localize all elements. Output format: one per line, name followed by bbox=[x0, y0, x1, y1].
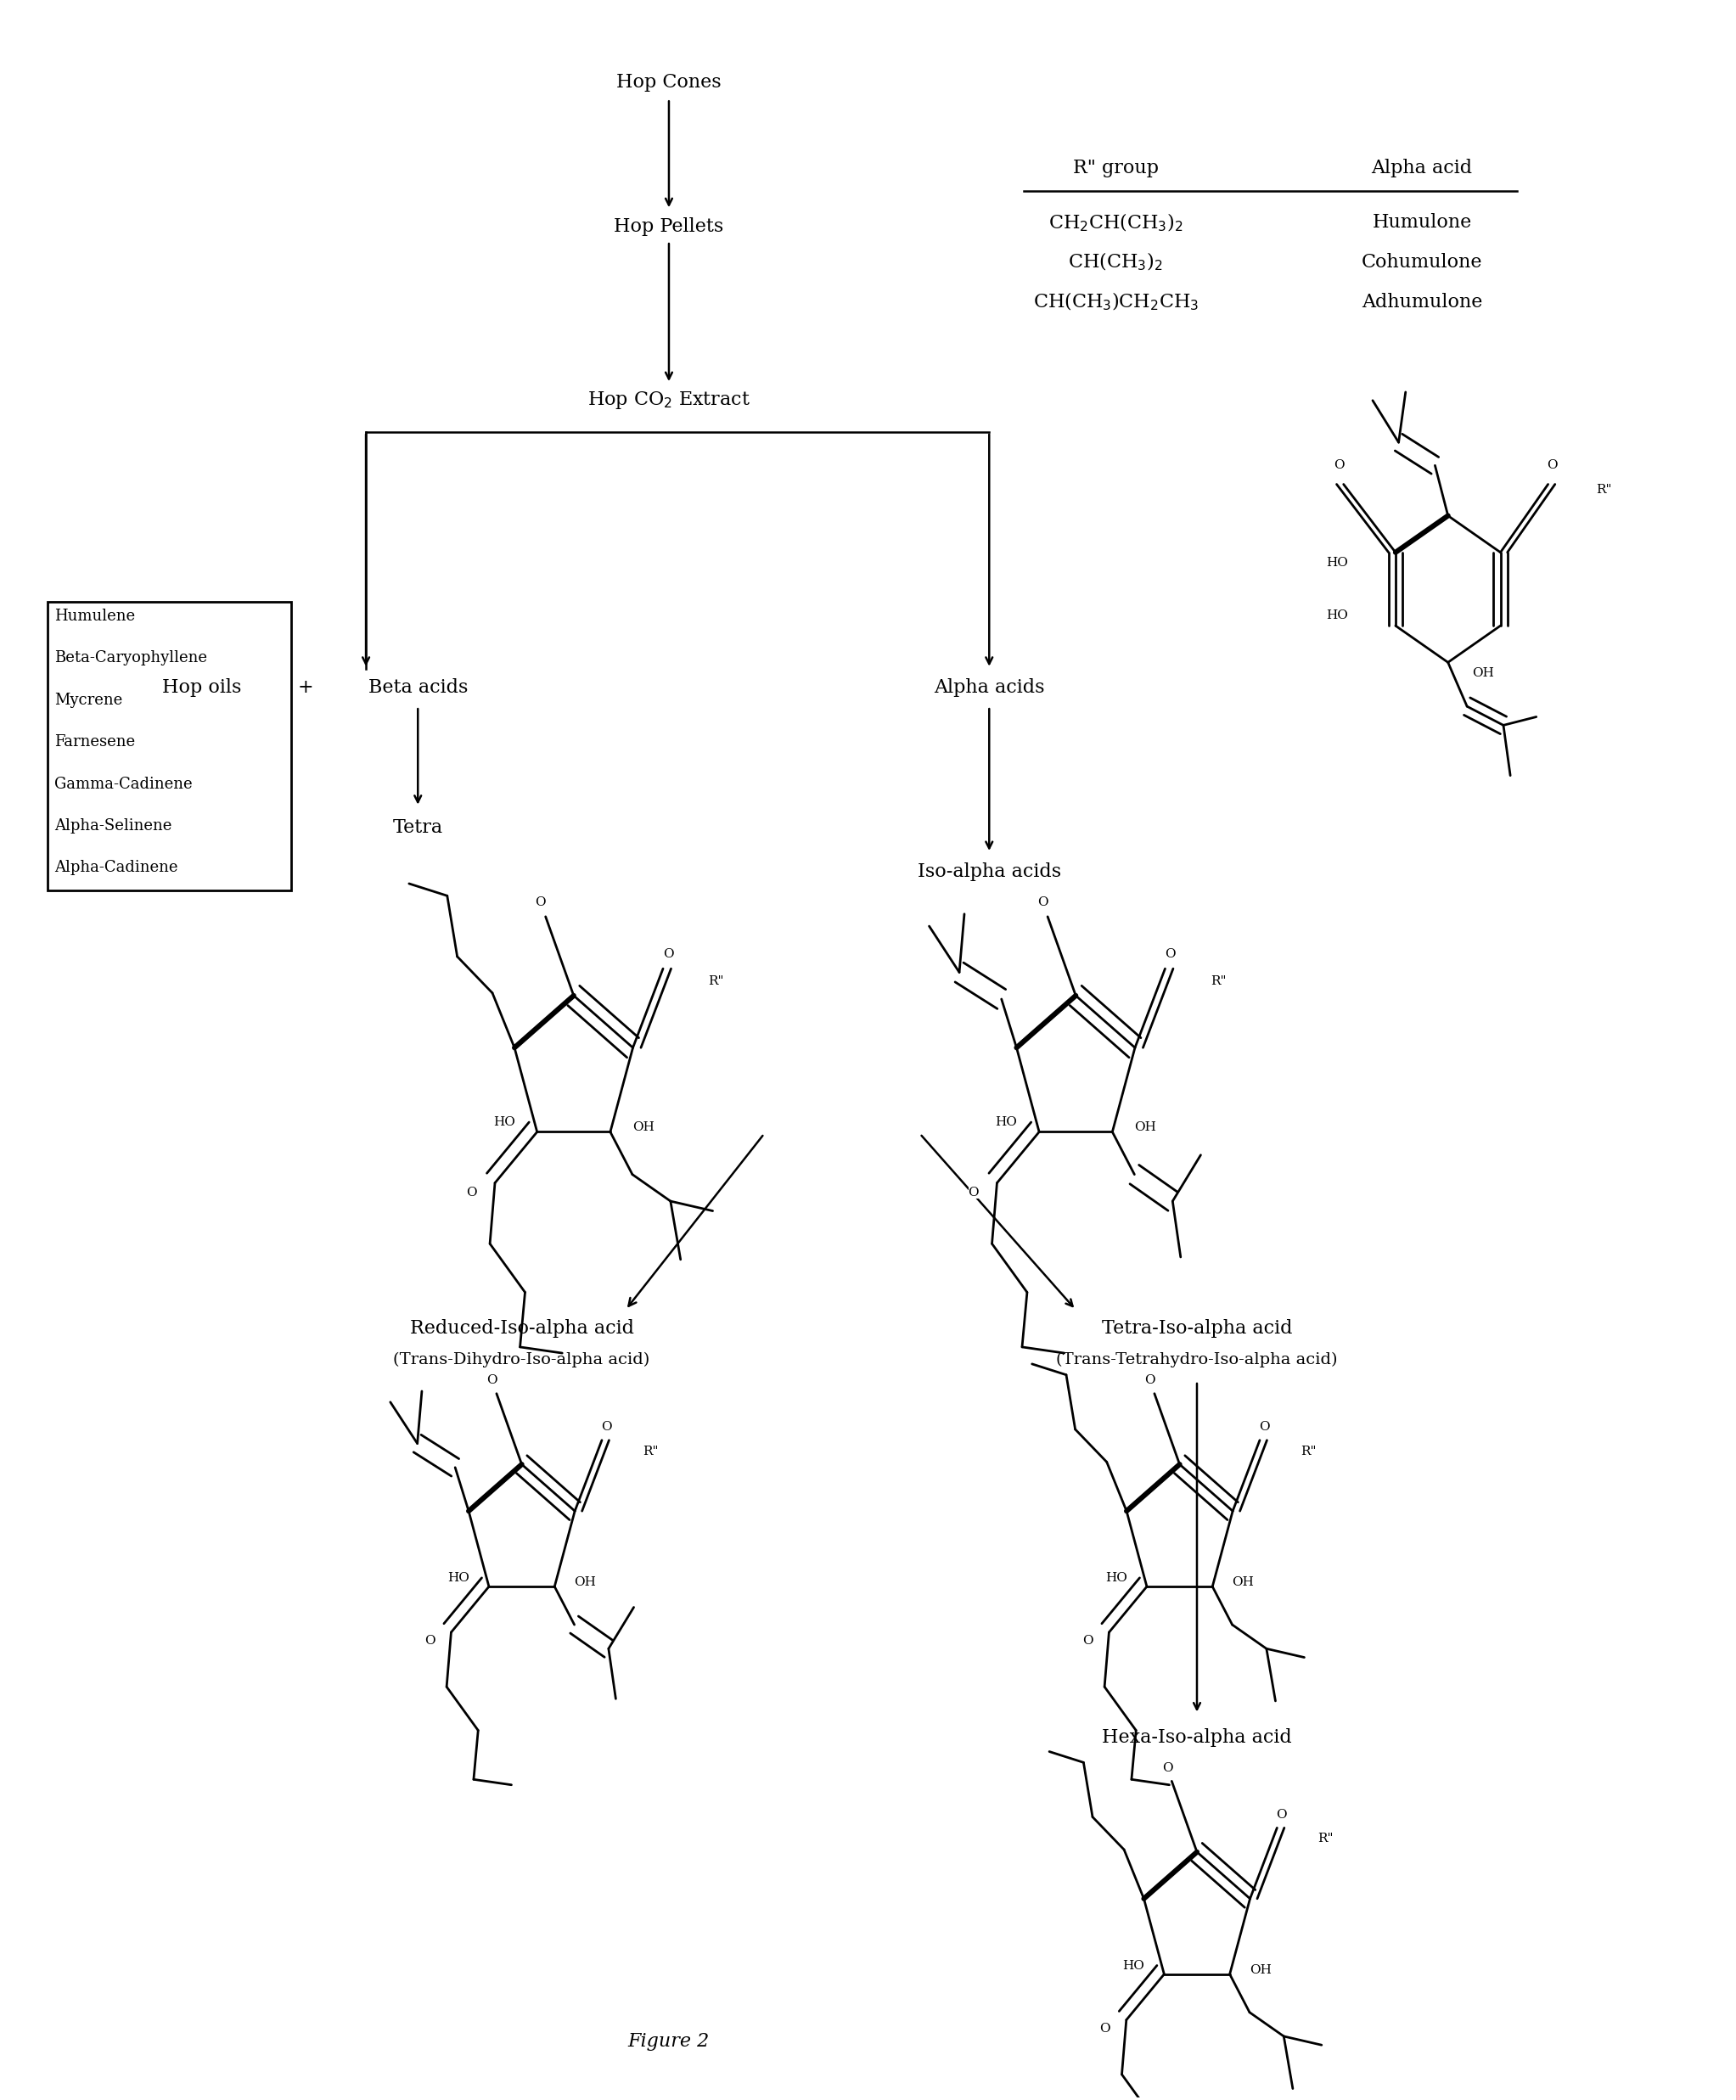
Text: HO: HO bbox=[1123, 1959, 1144, 1972]
Text: O: O bbox=[424, 1636, 436, 1646]
Text: HO: HO bbox=[1106, 1573, 1127, 1583]
Text: Iso-alpha acids: Iso-alpha acids bbox=[917, 863, 1061, 882]
Text: R": R" bbox=[1595, 483, 1611, 496]
Text: OH: OH bbox=[1250, 1964, 1271, 1976]
Text: Alpha acid: Alpha acid bbox=[1371, 157, 1472, 176]
Bar bbox=[47, 601, 292, 890]
Text: Beta-Caryophyllene: Beta-Caryophyllene bbox=[54, 651, 207, 666]
Text: O: O bbox=[601, 1422, 611, 1432]
Text: O: O bbox=[1082, 1636, 1092, 1646]
Text: Tetra: Tetra bbox=[392, 819, 443, 838]
Text: Figure 2: Figure 2 bbox=[628, 2031, 710, 2050]
Text: O: O bbox=[467, 1186, 477, 1199]
Text: R": R" bbox=[708, 974, 724, 987]
Text: O: O bbox=[1144, 1376, 1154, 1386]
Text: Tetra-Iso-alpha acid: Tetra-Iso-alpha acid bbox=[1102, 1319, 1292, 1338]
Text: Humulone: Humulone bbox=[1371, 212, 1472, 231]
Text: Humulene: Humulene bbox=[54, 609, 135, 624]
Text: O: O bbox=[663, 949, 674, 960]
Text: OH: OH bbox=[1233, 1577, 1253, 1588]
Text: Hop Cones: Hop Cones bbox=[616, 74, 722, 90]
Text: O: O bbox=[1161, 1762, 1172, 1774]
Text: Hexa-Iso-alpha acid: Hexa-Iso-alpha acid bbox=[1102, 1728, 1292, 1747]
Text: OH: OH bbox=[1134, 1121, 1156, 1134]
Text: R": R" bbox=[642, 1445, 658, 1457]
Text: Alpha-Cadinene: Alpha-Cadinene bbox=[54, 861, 177, 876]
Text: Alpha-Selinene: Alpha-Selinene bbox=[54, 819, 172, 834]
Text: R": R" bbox=[1318, 1833, 1333, 1844]
Text: O: O bbox=[1333, 460, 1345, 470]
Text: Hop oils: Hop oils bbox=[161, 678, 241, 697]
Text: R": R" bbox=[1210, 974, 1226, 987]
Text: CH(CH$_3$)CH$_2$CH$_3$: CH(CH$_3$)CH$_2$CH$_3$ bbox=[1033, 292, 1198, 313]
Text: O: O bbox=[1099, 2022, 1109, 2035]
Text: O: O bbox=[1036, 897, 1049, 907]
Text: OH: OH bbox=[632, 1121, 654, 1134]
Text: O: O bbox=[535, 897, 545, 907]
Text: Farnesene: Farnesene bbox=[54, 735, 135, 750]
Text: Alpha acids: Alpha acids bbox=[934, 678, 1045, 697]
Text: (Trans-Dihydro-Iso-alpha acid): (Trans-Dihydro-Iso-alpha acid) bbox=[394, 1352, 649, 1367]
Text: HO: HO bbox=[1326, 609, 1347, 622]
Text: Mycrene: Mycrene bbox=[54, 693, 123, 708]
Text: O: O bbox=[1165, 949, 1175, 960]
Text: Hop CO$_2$ Extract: Hop CO$_2$ Extract bbox=[587, 391, 750, 412]
Text: O: O bbox=[1259, 1422, 1269, 1432]
Text: Hop Pellets: Hop Pellets bbox=[615, 216, 724, 235]
Text: Cohumulone: Cohumulone bbox=[1361, 252, 1483, 271]
Text: HO: HO bbox=[448, 1573, 469, 1583]
Text: O: O bbox=[969, 1186, 979, 1199]
Text: R" group: R" group bbox=[1073, 157, 1158, 176]
Text: HO: HO bbox=[1326, 556, 1347, 569]
Text: O: O bbox=[486, 1376, 498, 1386]
Text: Gamma-Cadinene: Gamma-Cadinene bbox=[54, 777, 193, 792]
Text: CH$_2$CH(CH$_3$)$_2$: CH$_2$CH(CH$_3$)$_2$ bbox=[1049, 212, 1182, 233]
Text: HO: HO bbox=[493, 1117, 516, 1128]
Text: (Trans-Tetrahydro-Iso-alpha acid): (Trans-Tetrahydro-Iso-alpha acid) bbox=[1055, 1352, 1338, 1367]
Text: Reduced-Iso-alpha acid: Reduced-Iso-alpha acid bbox=[410, 1319, 634, 1338]
Text: OH: OH bbox=[575, 1577, 597, 1588]
Text: +: + bbox=[297, 678, 312, 697]
Text: Beta acids: Beta acids bbox=[368, 678, 467, 697]
Text: Adhumulone: Adhumulone bbox=[1361, 292, 1483, 311]
Text: O: O bbox=[1276, 1808, 1286, 1821]
Text: HO: HO bbox=[995, 1117, 1017, 1128]
Text: O: O bbox=[1547, 460, 1557, 470]
Text: OH: OH bbox=[1472, 668, 1495, 678]
Text: R": R" bbox=[1300, 1445, 1316, 1457]
Text: CH(CH$_3$)$_2$: CH(CH$_3$)$_2$ bbox=[1068, 252, 1163, 273]
